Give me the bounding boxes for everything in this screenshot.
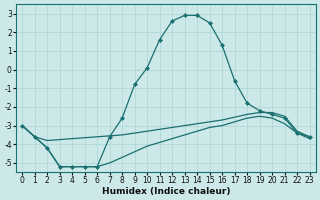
X-axis label: Humidex (Indice chaleur): Humidex (Indice chaleur) bbox=[102, 187, 230, 196]
